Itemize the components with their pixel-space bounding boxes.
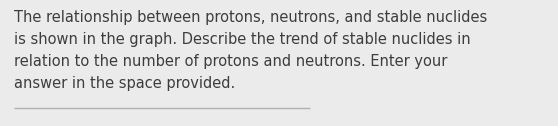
Text: The relationship between protons, neutrons, and stable nuclides: The relationship between protons, neutro…	[14, 10, 487, 25]
Text: relation to the number of protons and neutrons. Enter your: relation to the number of protons and ne…	[14, 54, 448, 69]
Text: is shown in the graph. Describe the trend of stable nuclides in: is shown in the graph. Describe the tren…	[14, 32, 470, 47]
Text: answer in the space provided.: answer in the space provided.	[14, 76, 235, 91]
